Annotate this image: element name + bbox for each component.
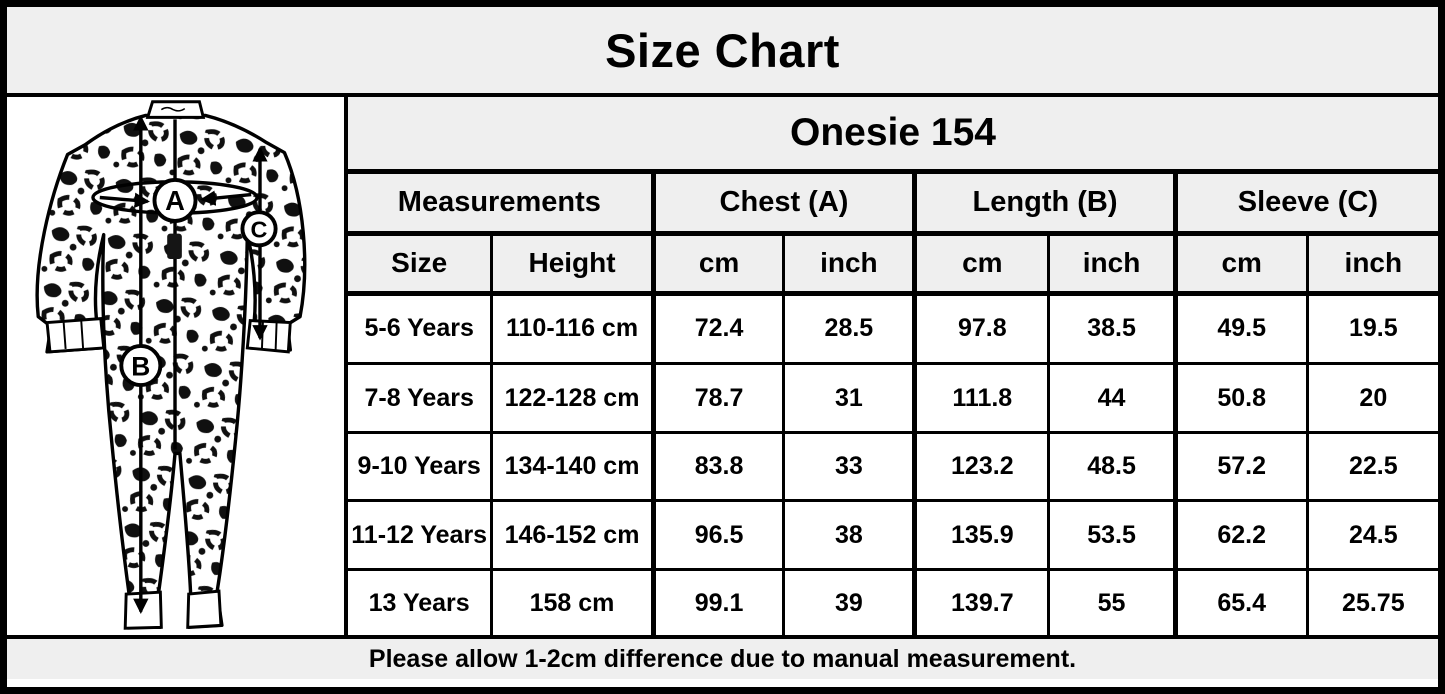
- product-title-row: Onesie 154: [348, 97, 1438, 174]
- cell-sleeve-inch: 20: [1305, 362, 1438, 434]
- title-banner: Size Chart: [7, 7, 1438, 97]
- cell-length-cm: 135.9: [913, 499, 1051, 572]
- cell-sleeve-cm: 62.2: [1173, 499, 1309, 572]
- cell-height: 146-152 cm: [490, 499, 656, 572]
- col-header-length-inch: inch: [1047, 231, 1178, 296]
- col-header-length-cm: cm: [913, 231, 1051, 296]
- cell-sleeve-cm: 49.5: [1173, 291, 1309, 366]
- col-header-sleeve-cm: cm: [1173, 231, 1309, 296]
- cell-height: 122-128 cm: [490, 362, 656, 434]
- left-ankle-cuff: [123, 590, 163, 630]
- cell-length-inch: 53.5: [1047, 499, 1178, 572]
- cell-size: 9-10 Years: [348, 430, 494, 503]
- sub-header-row: Size Height cm inch cm inch cm inch: [348, 231, 1438, 296]
- cell-sleeve-inch: 25.75: [1305, 568, 1438, 635]
- col-header-sleeve-inch: inch: [1305, 231, 1438, 296]
- label-a-text: A: [165, 185, 185, 216]
- cell-chest-inch: 28.5: [782, 291, 918, 366]
- col-header-height: Height: [490, 231, 656, 296]
- label-b-text: B: [131, 351, 150, 381]
- col-group-chest: Chest (A): [651, 169, 918, 236]
- size-table-panel: Onesie 154 Measurements Chest (A) Length…: [348, 97, 1438, 635]
- cell-sleeve-inch: 24.5: [1305, 499, 1438, 572]
- cell-chest-cm: 96.5: [651, 499, 786, 572]
- collar: [145, 100, 206, 119]
- label-c-badge: C: [240, 210, 278, 248]
- table-row: 11-12 Years 146-152 cm 96.5 38 135.9 53.…: [348, 499, 1438, 572]
- col-group-length: Length (B): [913, 169, 1178, 236]
- cell-size: 11-12 Years: [348, 499, 494, 572]
- cell-length-inch: 48.5: [1047, 430, 1178, 503]
- cell-size: 13 Years: [348, 568, 494, 635]
- right-ankle-cuff: [186, 589, 223, 629]
- footer-note: Please allow 1-2cm difference due to man…: [368, 644, 1077, 673]
- label-b-badge: B: [119, 344, 163, 388]
- size-table: Onesie 154 Measurements Chest (A) Length…: [348, 97, 1438, 635]
- col-header-chest-inch: inch: [782, 231, 918, 296]
- table-row: 13 Years 158 cm 99.1 39 139.7 55 65.4 25…: [348, 568, 1438, 635]
- cell-height: 158 cm: [490, 568, 656, 635]
- cell-sleeve-cm: 57.2: [1173, 430, 1309, 503]
- cell-chest-inch: 39: [782, 568, 918, 635]
- footer-note-bar: Please allow 1-2cm difference due to man…: [7, 635, 1438, 679]
- col-group-sleeve: Sleeve (C): [1173, 169, 1438, 236]
- cell-length-cm: 139.7: [913, 568, 1051, 635]
- cell-length-cm: 123.2: [913, 430, 1051, 503]
- left-wrist-cuff: [45, 317, 106, 354]
- cell-chest-inch: 31: [782, 362, 918, 434]
- right-wrist-cuff: [245, 319, 292, 354]
- cuff-ribs: [62, 320, 85, 350]
- cell-height: 110-116 cm: [490, 291, 656, 366]
- chest-arrow-right: [200, 190, 252, 206]
- col-group-measurements: Measurements: [348, 169, 656, 236]
- label-c-text: C: [251, 217, 268, 243]
- table-row: 9-10 Years 134-140 cm 83.8 33 123.2 48.5…: [348, 430, 1438, 503]
- cell-size: 5-6 Years: [348, 291, 494, 366]
- cell-sleeve-inch: 22.5: [1305, 430, 1438, 503]
- cell-chest-inch: 38: [782, 499, 918, 572]
- label-a-badge: A: [152, 177, 198, 223]
- cell-chest-cm: 99.1: [651, 568, 786, 635]
- collar-label-stitch: [160, 106, 186, 112]
- cell-length-inch: 55: [1047, 568, 1178, 635]
- cell-size: 7-8 Years: [348, 362, 494, 434]
- cell-length-inch: 44: [1047, 362, 1178, 434]
- cell-chest-inch: 33: [782, 430, 918, 503]
- cell-length-inch: 38.5: [1047, 291, 1178, 366]
- cell-height: 134-140 cm: [490, 430, 656, 503]
- main-area: A B C: [7, 97, 1438, 635]
- cell-sleeve-cm: 65.4: [1173, 568, 1309, 635]
- product-title: Onesie 154: [348, 97, 1438, 174]
- col-header-chest-cm: cm: [651, 231, 786, 296]
- zipper-pull: [167, 233, 182, 260]
- cell-length-cm: 97.8: [913, 291, 1051, 366]
- cell-sleeve-inch: 19.5: [1305, 291, 1438, 366]
- column-group-header-row: Measurements Chest (A) Length (B) Sleeve…: [348, 169, 1438, 236]
- page-title: Size Chart: [605, 23, 840, 77]
- onesie-illustration-panel: A B C: [7, 97, 348, 635]
- table-row: 5-6 Years 110-116 cm 72.4 28.5 97.8 38.5…: [348, 291, 1438, 366]
- cell-chest-cm: 72.4: [651, 291, 786, 366]
- table-row: 7-8 Years 122-128 cm 78.7 31 111.8 44 50…: [348, 362, 1438, 434]
- col-header-size: Size: [348, 231, 494, 296]
- cell-chest-cm: 78.7: [651, 362, 786, 434]
- cell-length-cm: 111.8: [913, 362, 1051, 434]
- cell-sleeve-cm: 50.8: [1173, 362, 1309, 434]
- onesie-figure: A B C: [35, 100, 307, 630]
- cell-chest-cm: 83.8: [651, 430, 786, 503]
